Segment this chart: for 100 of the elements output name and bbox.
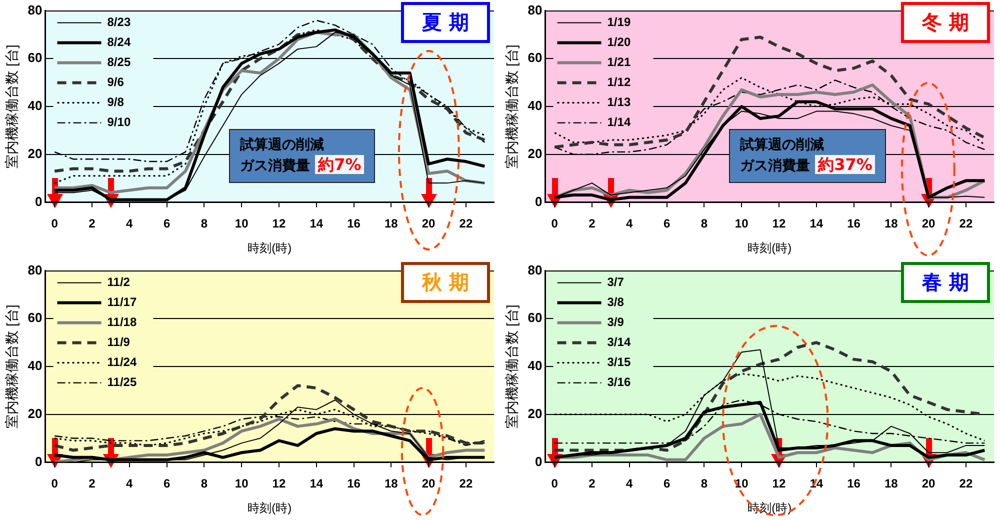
x-tick-label: 12 <box>772 476 786 491</box>
x-tick-label: 16 <box>847 476 861 491</box>
y-tick-label: 60 <box>528 310 542 326</box>
legend-label: 3/15 <box>607 355 631 370</box>
x-tick-label: 4 <box>126 216 134 231</box>
legend-label: 8/24 <box>107 35 131 50</box>
legend-label: 9/6 <box>107 75 124 90</box>
legend-label: 1/13 <box>607 95 631 110</box>
legend-label: 11/24 <box>107 355 137 370</box>
x-tick-label: 22 <box>959 216 973 231</box>
y-axis-title: 室内機稼働台数 [台] <box>3 304 20 428</box>
x-tick-label: 2 <box>88 216 96 231</box>
legend-label: 11/9 <box>107 335 130 350</box>
x-tick-label: 22 <box>459 476 473 491</box>
y-axis-title: 室内機稼働台数 [台] <box>3 44 20 168</box>
chart-title: 夏 期 <box>401 2 490 43</box>
legend-label: 8/25 <box>107 55 131 70</box>
y-tick-label: 20 <box>28 146 42 161</box>
x-tick-label: 4 <box>126 476 134 491</box>
legend-label: 9/10 <box>107 115 131 130</box>
y-tick-label: 40 <box>28 98 42 114</box>
x-tick-label: 14 <box>310 216 324 231</box>
y-tick-label: 80 <box>28 2 42 18</box>
x-axis-title: 時刻(時) <box>748 241 792 256</box>
y-axis-title: 室内機稼働台数 [台] <box>503 44 520 168</box>
annotation: ガス消費量 約37% <box>740 155 874 176</box>
x-tick-label: 2 <box>588 476 596 491</box>
x-tick-label: 16 <box>847 216 861 231</box>
legend-label: 1/19 <box>607 15 631 30</box>
y-tick-label: 0 <box>35 194 42 209</box>
x-tick-label: 16 <box>347 476 361 491</box>
legend-label: 3/16 <box>607 375 631 390</box>
legend-label: 1/20 <box>607 35 631 50</box>
y-tick-label: 80 <box>528 262 542 278</box>
legend-label: 11/25 <box>107 375 137 390</box>
legend-label: 11/2 <box>107 275 130 290</box>
x-tick-label: 18 <box>884 216 898 231</box>
x-tick-label: 8 <box>700 216 708 231</box>
x-tick-label: 0 <box>551 216 558 231</box>
x-tick-label: 18 <box>884 476 898 491</box>
y-axis-title: 室内機稼働台数 [台] <box>503 304 520 428</box>
x-tick-label: 12 <box>772 216 786 231</box>
y-tick-label: 40 <box>528 98 542 114</box>
x-tick-label: 4 <box>626 216 634 231</box>
y-tick-label: 80 <box>528 2 542 18</box>
legend-label: 3/8 <box>607 295 624 310</box>
y-tick-label: 20 <box>528 406 542 421</box>
x-tick-label: 6 <box>663 476 670 491</box>
x-tick-label: 20 <box>922 216 936 231</box>
y-tick-label: 0 <box>535 454 542 469</box>
x-tick-label: 22 <box>959 476 973 491</box>
x-tick-label: 8 <box>200 216 208 231</box>
annotation: ガス消費量 約7% <box>240 155 362 176</box>
legend-label: 3/9 <box>607 315 624 330</box>
y-tick-label: 20 <box>528 146 542 161</box>
legend-label: 9/8 <box>107 95 124 110</box>
legend-label: 1/12 <box>607 75 631 90</box>
y-tick-label: 80 <box>28 262 42 278</box>
legend-label: 11/17 <box>107 295 137 310</box>
x-tick-label: 4 <box>626 476 634 491</box>
chart-title: 冬 期 <box>901 2 990 43</box>
x-tick-label: 0 <box>51 216 58 231</box>
x-tick-label: 14 <box>310 476 324 491</box>
x-tick-label: 6 <box>163 476 170 491</box>
y-tick-label: 60 <box>28 50 42 66</box>
y-tick-label: 0 <box>535 194 542 209</box>
y-tick-label: 60 <box>528 50 542 66</box>
y-tick-label: 20 <box>28 406 42 421</box>
x-axis-title: 時刻(時) <box>248 501 292 516</box>
x-tick-label: 10 <box>234 476 249 491</box>
chart-title: 秋 期 <box>401 262 490 303</box>
y-tick-label: 40 <box>528 358 542 374</box>
legend-label: 1/14 <box>607 115 631 130</box>
x-tick-label: 8 <box>200 476 208 491</box>
x-tick-label: 6 <box>663 216 670 231</box>
x-tick-label: 14 <box>810 476 824 491</box>
x-tick-label: 2 <box>588 216 596 231</box>
x-tick-label: 18 <box>384 476 398 491</box>
legend-label: 3/7 <box>607 275 624 290</box>
y-tick-label: 40 <box>28 358 42 374</box>
x-tick-label: 18 <box>384 216 398 231</box>
x-tick-label: 0 <box>51 476 58 491</box>
legend-label: 11/18 <box>107 315 137 330</box>
x-axis-title: 時刻(時) <box>248 241 292 256</box>
annotation: 試算週の削減 <box>740 136 826 156</box>
y-tick-label: 0 <box>35 454 42 469</box>
y-tick-label: 60 <box>28 310 42 326</box>
x-tick-label: 10 <box>234 216 249 231</box>
x-tick-label: 10 <box>734 216 749 231</box>
x-tick-label: 8 <box>700 476 708 491</box>
x-tick-label: 20 <box>422 216 436 231</box>
x-tick-label: 20 <box>922 476 936 491</box>
x-tick-label: 16 <box>347 216 361 231</box>
x-tick-label: 12 <box>272 476 286 491</box>
x-tick-label: 14 <box>810 216 824 231</box>
x-tick-label: 12 <box>272 216 286 231</box>
x-tick-label: 0 <box>551 476 558 491</box>
legend-label: 8/23 <box>107 15 131 30</box>
x-tick-label: 20 <box>422 476 436 491</box>
legend-label: 3/14 <box>607 335 631 350</box>
